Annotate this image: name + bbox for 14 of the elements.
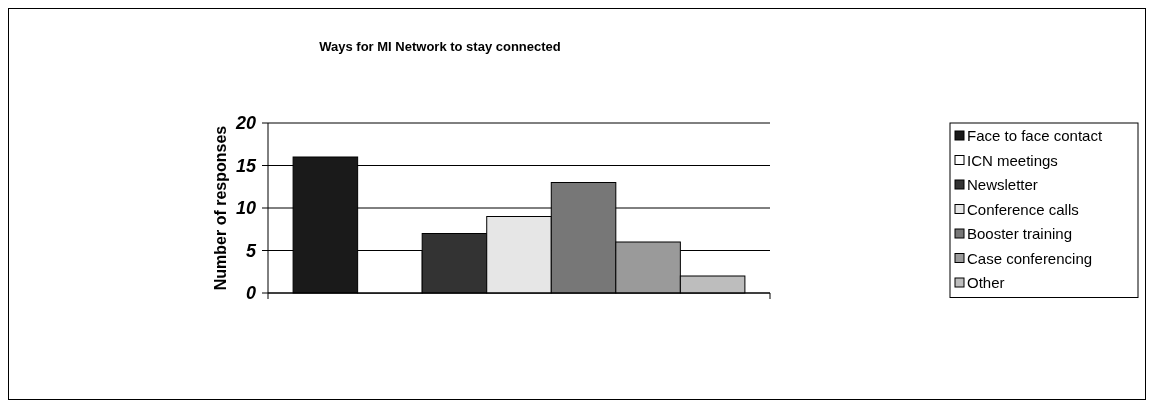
legend-label: Other xyxy=(967,274,1005,292)
y-tick-label: 20 xyxy=(234,113,256,134)
legend-label: Newsletter xyxy=(967,176,1038,194)
legend-label: Booster training xyxy=(967,225,1073,243)
y-tick-label: 0 xyxy=(245,283,256,304)
legend-label: ICN meetings xyxy=(967,151,1058,169)
legend-label: Case conferencing xyxy=(967,249,1093,267)
chart-title: Ways for MI Network to stay connected xyxy=(319,39,561,54)
legend-label: Face to face contact xyxy=(967,127,1103,145)
y-tick-label: 10 xyxy=(235,198,256,219)
legend-label: Conference calls xyxy=(967,200,1079,218)
y-axis-title: Number of responses xyxy=(212,125,229,291)
y-tick-label: 15 xyxy=(235,155,257,176)
y-tick-label: 5 xyxy=(245,240,257,261)
